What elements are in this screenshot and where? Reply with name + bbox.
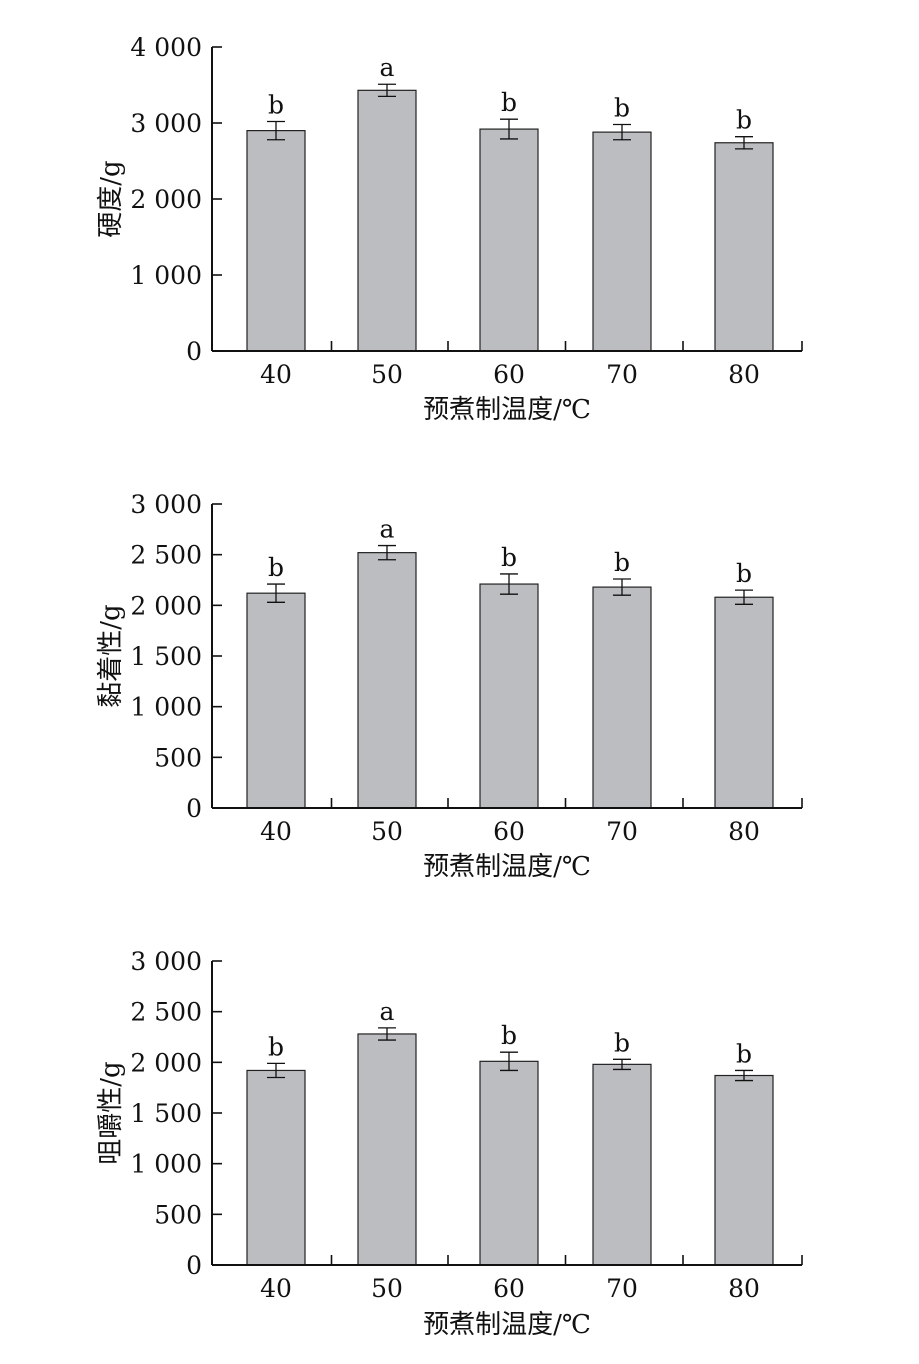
y-tick-label: 3 000 bbox=[130, 109, 202, 138]
bar-60 bbox=[479, 1060, 539, 1266]
x-axis-title: 预煮制温度/℃ bbox=[423, 395, 591, 425]
x-tick-label: 60 bbox=[493, 360, 525, 389]
x-tick-label: 50 bbox=[371, 360, 403, 389]
bar-70 bbox=[592, 1063, 652, 1266]
significance-letter: b bbox=[268, 553, 284, 582]
y-tick-label: 1 000 bbox=[130, 261, 202, 290]
y-tick-label: 1 500 bbox=[130, 642, 202, 671]
significance-letter: b bbox=[501, 543, 517, 572]
bar-40 bbox=[246, 592, 306, 809]
chart-panel-2: b a b b b 0 500 1 000 1 500 2 000 2 500 3 000 40 50 60… bbox=[96, 490, 803, 882]
significance-letter: b bbox=[614, 1028, 630, 1057]
bar-50 bbox=[357, 89, 417, 352]
x-tick-label: 40 bbox=[260, 1274, 292, 1303]
significance-letter: b bbox=[614, 548, 630, 577]
bar-80 bbox=[714, 596, 774, 809]
y-tick-label: 2 500 bbox=[130, 998, 202, 1027]
significance-letter: a bbox=[380, 515, 395, 544]
error-bar-70 bbox=[613, 578, 631, 596]
y-tick-label: 4 000 bbox=[130, 33, 202, 62]
x-tick-label: 50 bbox=[371, 817, 403, 846]
y-tick-label: 2 000 bbox=[130, 185, 202, 214]
x-axis-title: 预煮制温度/℃ bbox=[423, 852, 591, 882]
error-bar-60 bbox=[500, 1051, 518, 1072]
y-tick-label: 1 000 bbox=[130, 1150, 202, 1179]
significance-letter: b bbox=[268, 1032, 284, 1061]
x-axis-title: 预煮制温度/℃ bbox=[423, 1310, 591, 1340]
significance-letter: b bbox=[501, 88, 517, 117]
y-tick-label: 0 bbox=[186, 794, 202, 823]
x-tick-label: 70 bbox=[606, 1274, 638, 1303]
error-bar-40 bbox=[267, 120, 285, 141]
significance-letter: a bbox=[380, 53, 395, 82]
y-tick-label: 0 bbox=[186, 1251, 202, 1280]
bar-80 bbox=[714, 1074, 774, 1266]
error-bar-50 bbox=[378, 83, 396, 98]
error-bar-60 bbox=[500, 118, 518, 140]
y-axis-title: 咀嚼性/g bbox=[96, 1061, 126, 1164]
x-tick-label: 80 bbox=[728, 360, 760, 389]
bar-40 bbox=[246, 1069, 306, 1266]
y-tick-label: 1 500 bbox=[130, 1099, 202, 1128]
chart-panel-1: b a b b b 0 1 000 2 000 3 000 4 000 40 50 60 70 80 预煮制温… bbox=[96, 33, 803, 425]
error-bar-50 bbox=[378, 1027, 396, 1041]
bar-70 bbox=[592, 586, 652, 809]
error-bar-40 bbox=[267, 583, 285, 603]
y-tick-label: 0 bbox=[186, 337, 202, 366]
x-tick-label: 80 bbox=[728, 817, 760, 846]
error-bar-80 bbox=[735, 136, 753, 150]
y-tick-label: 1 000 bbox=[130, 693, 202, 722]
bar-80 bbox=[714, 142, 774, 352]
chart-panel-3: b a b b b 0 500 1 000 1 500 2 000 2 500 3 000 40 50 60… bbox=[96, 947, 803, 1340]
significance-letter: b bbox=[268, 90, 284, 119]
y-tick-label: 500 bbox=[154, 1200, 202, 1229]
x-tick-label: 40 bbox=[260, 360, 292, 389]
error-bar-70 bbox=[613, 123, 631, 141]
significance-letter: b bbox=[736, 559, 752, 588]
x-tick-label: 60 bbox=[493, 817, 525, 846]
y-tick-label: 500 bbox=[154, 743, 202, 772]
significance-letter: b bbox=[501, 1021, 517, 1050]
x-tick-label: 60 bbox=[493, 1274, 525, 1303]
significance-letter: b bbox=[614, 94, 630, 123]
y-tick-label: 2 000 bbox=[130, 591, 202, 620]
significance-letter: a bbox=[380, 997, 395, 1026]
error-bar-70 bbox=[613, 1058, 631, 1071]
significance-letter: b bbox=[736, 1039, 752, 1068]
bar-60 bbox=[479, 128, 539, 352]
bar-70 bbox=[592, 131, 652, 352]
bar-50 bbox=[357, 552, 417, 809]
x-tick-label: 70 bbox=[606, 817, 638, 846]
y-tick-label: 3 000 bbox=[130, 490, 202, 519]
y-tick-label: 2 000 bbox=[130, 1048, 202, 1077]
y-axis-title: 黏着性/g bbox=[96, 604, 126, 707]
x-tick-label: 50 bbox=[371, 1274, 403, 1303]
x-tick-label: 70 bbox=[606, 360, 638, 389]
error-bar-80 bbox=[735, 589, 753, 605]
y-tick-label: 2 500 bbox=[130, 541, 202, 570]
error-bar-40 bbox=[267, 1062, 285, 1079]
x-tick-label: 80 bbox=[728, 1274, 760, 1303]
y-axis-title: 硬度/g bbox=[96, 160, 126, 237]
bar-40 bbox=[246, 130, 306, 352]
error-bar-60 bbox=[500, 573, 518, 595]
significance-letter: b bbox=[736, 106, 752, 135]
error-bar-80 bbox=[735, 1069, 753, 1082]
y-tick-label: 3 000 bbox=[130, 947, 202, 976]
bar-50 bbox=[357, 1033, 417, 1266]
error-bar-50 bbox=[378, 544, 396, 561]
bar-60 bbox=[479, 583, 539, 809]
x-tick-label: 40 bbox=[260, 817, 292, 846]
